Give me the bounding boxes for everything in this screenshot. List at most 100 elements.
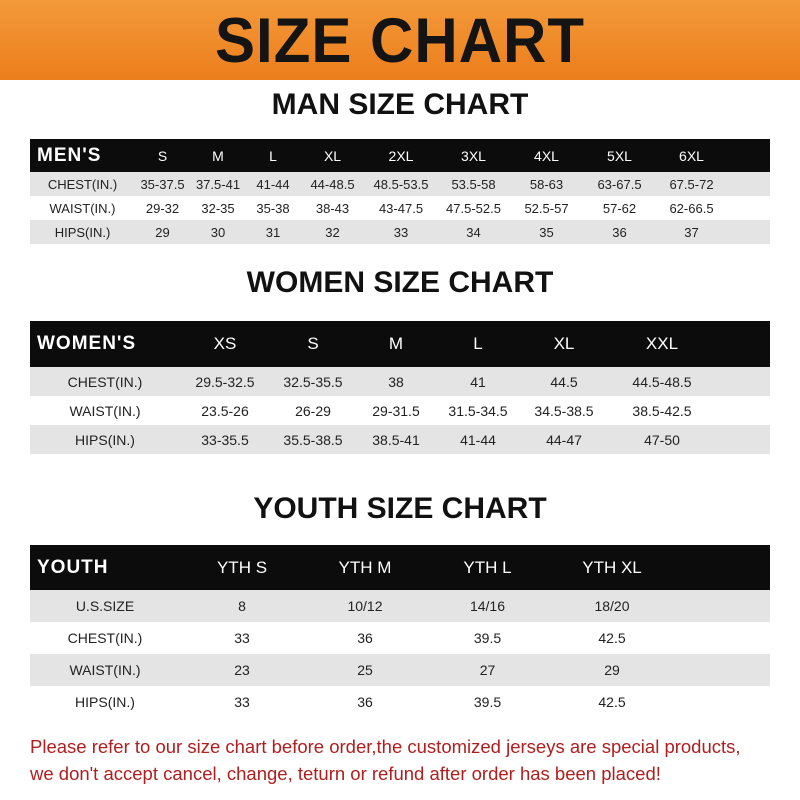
cell: 27 — [479, 662, 496, 678]
cell: 38-43 — [315, 200, 350, 216]
table-row: HIPS(IN.) 33-35.5 35.5-38.5 38.5-41 41-44 44-… — [30, 425, 770, 454]
table-row: CHEST(IN.) 33 36 39.5 42.5 — [30, 622, 770, 654]
cell: 44.5-48.5 — [632, 373, 692, 390]
cell: 34 — [466, 224, 481, 240]
order-notice: Please refer to our size chart before or… — [30, 733, 790, 787]
table-row: WAIST(IN.) 23 25 27 29 — [30, 654, 770, 686]
cell: 42.5 — [598, 694, 626, 710]
cell: 32.5-35.5 — [283, 373, 343, 390]
cell: 2XL — [388, 147, 414, 164]
women-section-title: WOMEN SIZE CHART — [246, 266, 554, 299]
cell: 35-38 — [256, 200, 290, 216]
cell: 44-47 — [546, 431, 582, 448]
row-label: U.S.SIZE — [75, 598, 135, 614]
table-row: HIPS(IN.) 29 30 31 32 33 34 35 36 37 — [30, 220, 770, 244]
cell: 23.5-26 — [201, 402, 249, 419]
cell: 37 — [684, 224, 699, 240]
cell: 23 — [234, 662, 250, 678]
table-row: CHEST(IN.) 29.5-32.5 32.5-35.5 38 41 44.5 44.5… — [30, 367, 770, 396]
table-row: CHEST(IN.) 35-37.5 37.5-41 41-44 44-48.5 48.5… — [30, 172, 770, 196]
cell: 44.5 — [550, 373, 578, 390]
cell: 35-37.5 — [140, 176, 185, 192]
cell: 14/16 — [469, 598, 506, 614]
cell: 31.5-34.5 — [448, 402, 508, 419]
cell: XS — [213, 334, 237, 353]
cell: 41-44 — [460, 431, 496, 448]
cell: 4XL — [534, 147, 559, 164]
cell: 30 — [210, 224, 226, 240]
cell: 35 — [539, 224, 554, 240]
cell: 3XL — [461, 147, 486, 164]
cell: 32 — [325, 224, 340, 240]
cell: 38.5-42.5 — [632, 402, 692, 419]
cell: S — [157, 147, 168, 164]
cell: 29-32 — [145, 200, 180, 216]
cell: 26-29 — [295, 402, 331, 419]
youth-size-table: YOUTH YTH S YTH M YTH L YTH XL U.S.SIZE 8 10/12… — [30, 545, 770, 718]
row-label: HIPS(IN.) — [75, 431, 135, 448]
cell: 32-35 — [201, 200, 235, 216]
cell: 10/12 — [347, 598, 383, 614]
header-row: YOUTH YTH S YTH M YTH L YTH XL — [30, 545, 770, 590]
cell: 38 — [388, 373, 404, 390]
row-label: MEN'S — [37, 144, 102, 166]
cell: 18/20 — [594, 598, 630, 614]
cell: 44-48.5 — [310, 176, 355, 192]
cell: 53.5-58 — [451, 176, 496, 192]
header-row: WOMEN'S XS S M L XL XXL — [30, 321, 770, 367]
row-label: HIPS(IN.) — [75, 694, 135, 710]
cell: 41-44 — [256, 176, 290, 192]
cell: 36 — [612, 224, 627, 240]
cell: 36 — [357, 630, 373, 646]
cell: 38.5-41 — [372, 431, 420, 448]
men-size-table: MEN'S S M L XL 2XL 3XL 4XL 5XL 6XL CHEST(IN.) 35-37… — [30, 139, 770, 244]
cell: 67.5-72 — [669, 176, 714, 192]
cell: 29-31.5 — [372, 402, 420, 419]
cell: 43-47.5 — [378, 200, 424, 216]
cell: M — [388, 334, 404, 353]
cell: 39.5 — [473, 630, 502, 646]
cell: XXL — [645, 334, 679, 353]
cell: 31 — [265, 224, 281, 240]
row-label: WAIST(IN.) — [69, 402, 141, 419]
table-row: U.S.SIZE 8 10/12 14/16 18/20 — [30, 590, 770, 622]
cell: 42.5 — [598, 630, 626, 646]
table-row: WAIST(IN.) 23.5-26 26-29 29-31.5 31.5-34.5 34… — [30, 396, 770, 425]
cell: 33 — [234, 630, 250, 646]
cell: M — [212, 147, 224, 164]
cell: 6XL — [679, 147, 704, 164]
cell: L — [269, 147, 277, 164]
cell: XL — [553, 334, 575, 353]
row-label: WAIST(IN.) — [49, 200, 116, 216]
notice-line-2: we don't accept cancel, change, teturn o… — [30, 763, 661, 784]
row-label: YOUTH — [37, 556, 109, 578]
cell: 8 — [238, 598, 246, 614]
cell: YTH M — [338, 557, 392, 577]
cell: 29 — [604, 662, 620, 678]
cell: 5XL — [607, 147, 632, 164]
cell: 29.5-32.5 — [195, 373, 255, 390]
row-label: CHEST(IN.) — [47, 176, 118, 192]
cell: XL — [323, 147, 342, 164]
cell: 39.5 — [473, 694, 502, 710]
cell: 25 — [357, 662, 373, 678]
cell: S — [307, 334, 319, 353]
cell: YTH S — [216, 557, 268, 577]
row-label: HIPS(IN.) — [54, 224, 111, 240]
youth-section-title: YOUTH SIZE CHART — [253, 492, 547, 525]
cell: 48.5-53.5 — [373, 176, 429, 192]
cell: 33 — [234, 694, 250, 710]
table-row: HIPS(IN.) 33 36 39.5 42.5 — [30, 686, 770, 718]
banner: SIZE CHART — [0, 0, 800, 80]
cell: 47.5-52.5 — [446, 200, 501, 216]
cell: 63-67.5 — [597, 176, 642, 192]
cell: 62-66.5 — [669, 200, 714, 216]
cell: 52.5-57 — [524, 200, 569, 216]
cell: 58-63 — [529, 176, 564, 192]
cell: 47-50 — [644, 431, 680, 448]
cell: 35.5-38.5 — [283, 431, 343, 448]
row-label: WOMEN'S — [37, 333, 137, 354]
cell: 33-35.5 — [201, 431, 249, 448]
cell: 34.5-38.5 — [534, 402, 594, 419]
row-label: WAIST(IN.) — [69, 662, 141, 678]
